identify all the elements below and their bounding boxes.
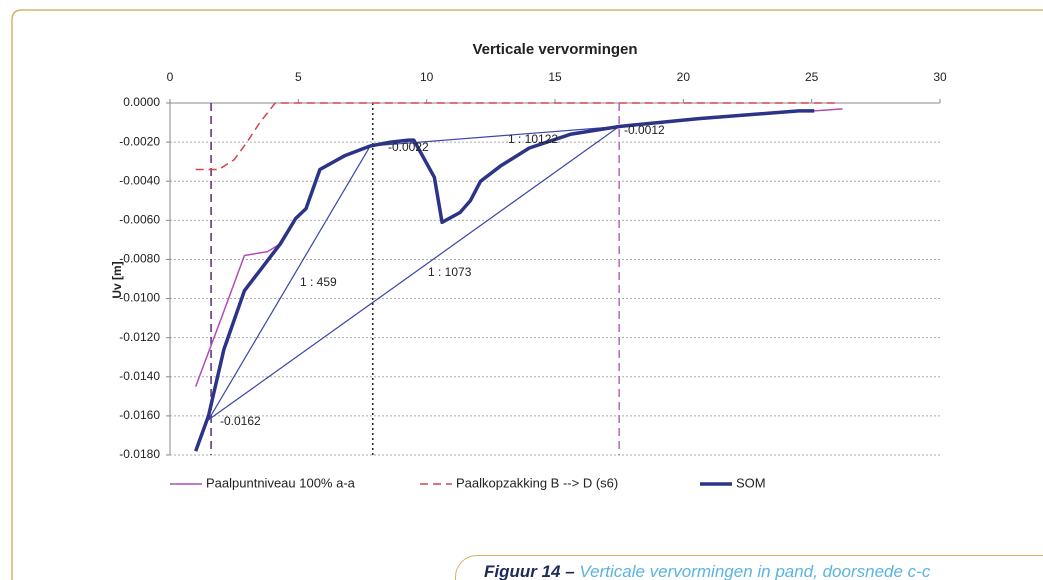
x-tick-label: 15 <box>548 70 562 84</box>
series-line <box>194 109 815 452</box>
x-tick-label: 20 <box>677 70 691 84</box>
guide-line <box>207 145 371 421</box>
annotation: 1 : 459 <box>300 275 337 289</box>
caption-label: Figuur 14 – <box>484 562 575 580</box>
series-line <box>194 108 843 387</box>
y-axis-label: Uv [m] <box>110 261 124 298</box>
x-tick-label: 0 <box>167 70 174 84</box>
x-tick-label: 25 <box>805 70 819 84</box>
y-tick-label: -0.0100 <box>119 291 160 305</box>
legend-label: SOM <box>736 475 766 490</box>
x-tick-label: 30 <box>933 70 947 84</box>
series-line <box>195 102 838 171</box>
y-tick-label: -0.0180 <box>119 447 160 461</box>
guide-line <box>370 125 620 147</box>
y-tick-label: -0.0160 <box>119 408 160 422</box>
y-tick-label: -0.0040 <box>119 173 160 187</box>
caption-text: Verticale vervormingen in pand, doorsned… <box>579 562 931 580</box>
y-tick-label: -0.0020 <box>119 134 160 148</box>
y-tick-label: -0.0120 <box>119 330 160 344</box>
legend-label: Paalpuntniveau 100% a-a <box>206 475 356 490</box>
annotation: 1 : 1073 <box>428 265 472 279</box>
y-tick-label: -0.0060 <box>119 213 160 227</box>
x-tick-label: 5 <box>295 70 302 84</box>
chart-title: Verticale vervormingen <box>472 41 637 58</box>
annotation: -0.0162 <box>220 414 261 428</box>
y-tick-label: -0.0080 <box>119 252 160 266</box>
y-tick-label: 0.0000 <box>123 95 160 109</box>
y-tick-label: -0.0140 <box>119 369 160 383</box>
x-tick-label: 10 <box>420 70 434 84</box>
caption: Figuur 14 – Verticale vervormingen in pa… <box>455 555 1043 580</box>
annotation: 1 : 10122 <box>508 132 558 146</box>
guide-line <box>208 125 620 421</box>
annotation: -0.0022 <box>388 140 429 154</box>
annotation: -0.0012 <box>624 123 665 137</box>
frame <box>11 9 1043 580</box>
legend-label: Paalkopzakking B --> D (s6) <box>456 475 618 490</box>
